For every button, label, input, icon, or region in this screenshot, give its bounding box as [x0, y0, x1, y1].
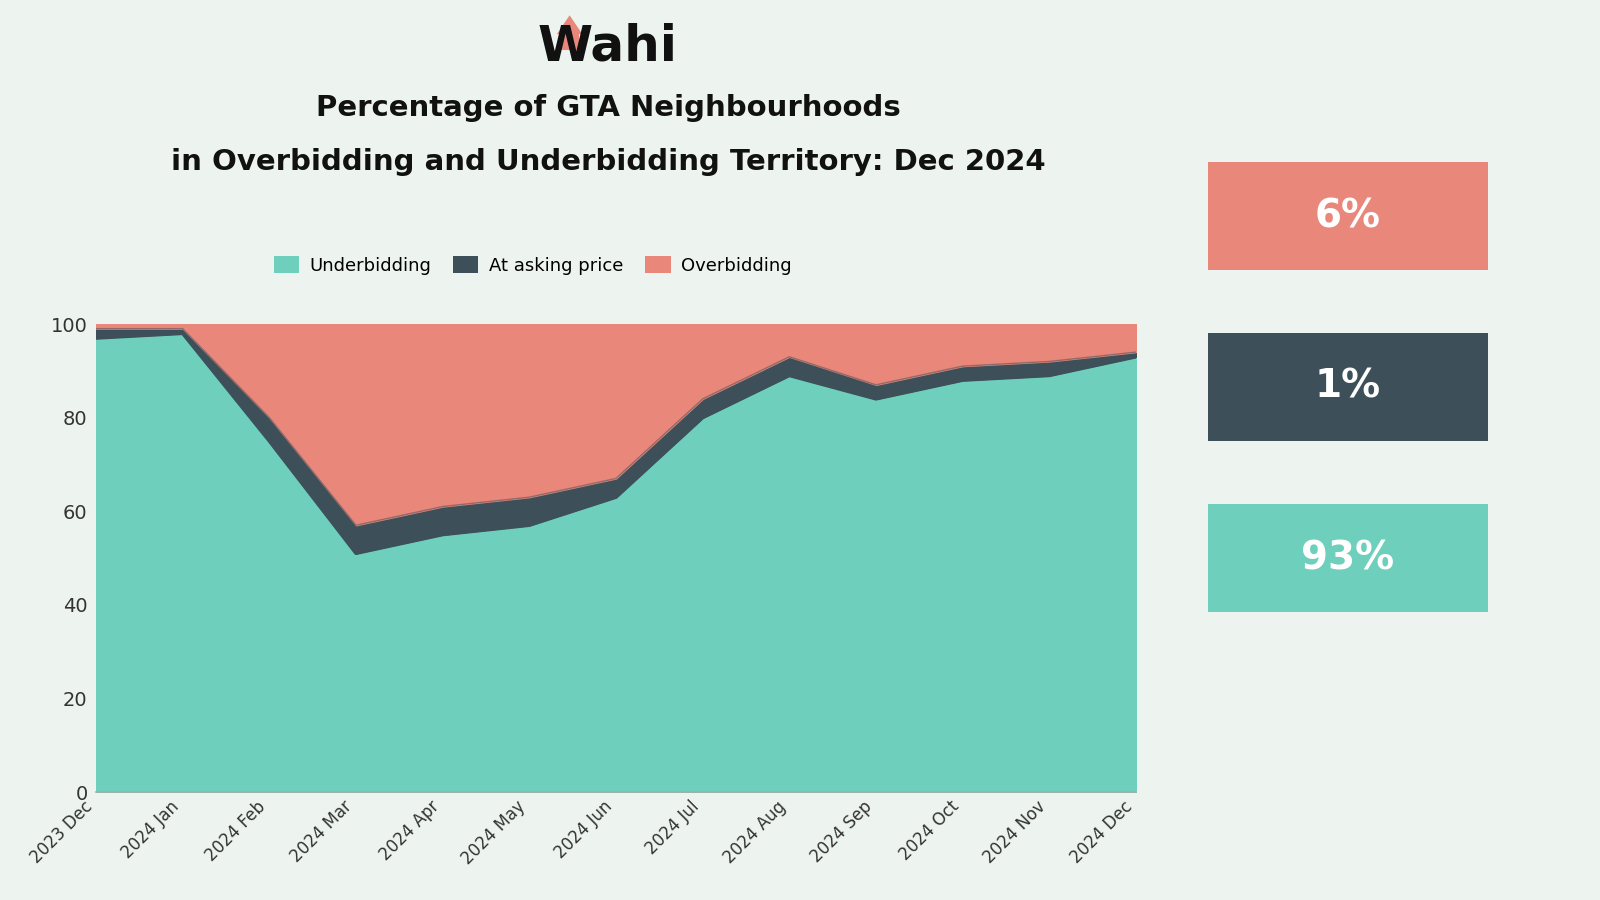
Text: 6%: 6%: [1315, 197, 1381, 235]
FancyBboxPatch shape: [1190, 327, 1504, 447]
Polygon shape: [560, 34, 579, 50]
Text: Wahi: Wahi: [538, 22, 678, 70]
Text: Percentage of GTA Neighbourhoods: Percentage of GTA Neighbourhoods: [315, 94, 901, 122]
FancyBboxPatch shape: [1190, 156, 1504, 276]
Text: 1%: 1%: [1315, 368, 1381, 406]
Legend: Underbidding, At asking price, Overbidding: Underbidding, At asking price, Overbiddi…: [266, 248, 800, 282]
Polygon shape: [557, 15, 582, 34]
Text: in Overbidding and Underbidding Territory: Dec 2024: in Overbidding and Underbidding Territor…: [171, 148, 1045, 176]
FancyBboxPatch shape: [1190, 498, 1504, 618]
Text: 93%: 93%: [1301, 539, 1395, 577]
